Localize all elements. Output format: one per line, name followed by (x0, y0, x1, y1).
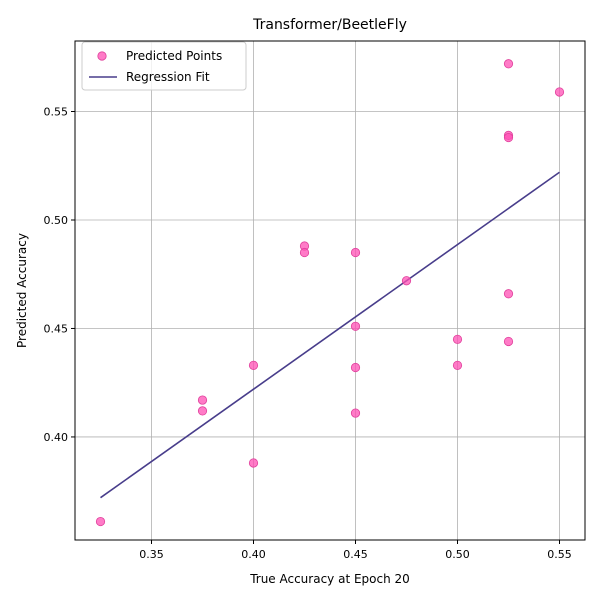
x-tick-label: 0.50 (445, 548, 470, 561)
data-point (350, 321, 361, 331)
data-point (503, 336, 514, 347)
x-tick-label: 0.55 (547, 548, 572, 561)
plot-area-frame (74, 40, 586, 541)
data-point (452, 360, 463, 370)
data-point (248, 360, 259, 370)
x-tick-label: 0.45 (343, 548, 368, 561)
data-point (197, 406, 208, 416)
data-point (350, 408, 361, 418)
y-tick-label: 0.40 (44, 431, 69, 444)
data-point (401, 276, 412, 286)
y-tick-label: 0.50 (44, 214, 69, 227)
legend: Predicted Points Regression Fit (81, 41, 247, 91)
data-point (503, 59, 514, 69)
data-point (503, 132, 514, 143)
legend-label-predicted-points: Predicted Points (126, 49, 222, 63)
axis-ticks: 0.35 0.40 0.45 0.50 0.55 0.40 0.45 0.50 0.55 (44, 106, 572, 561)
y-axis-label: Predicted Accuracy (15, 233, 29, 348)
y-tick-label: 0.55 (44, 106, 69, 119)
data-point (350, 247, 361, 258)
data-point (350, 362, 361, 373)
data-point (197, 395, 208, 405)
legend-marker-predicted-points (97, 51, 107, 61)
x-tick-label: 0.35 (139, 548, 164, 561)
data-point (248, 458, 259, 468)
x-tick-label: 0.40 (241, 548, 266, 561)
data-point (95, 516, 106, 527)
data-point (452, 334, 463, 344)
data-point (503, 289, 514, 299)
grid-lines (75, 41, 585, 540)
x-axis-label: True Accuracy at Epoch 20 (249, 572, 410, 586)
legend-frame (81, 41, 247, 91)
chart-title: Transformer/BeetleFly (252, 17, 407, 33)
legend-label-regression-fit: Regression Fit (126, 70, 210, 84)
regression-fit-line (100, 171, 560, 499)
y-tick-label: 0.45 (44, 322, 69, 335)
data-point (299, 247, 310, 258)
series-layer (95, 59, 565, 527)
data-point (554, 87, 565, 97)
